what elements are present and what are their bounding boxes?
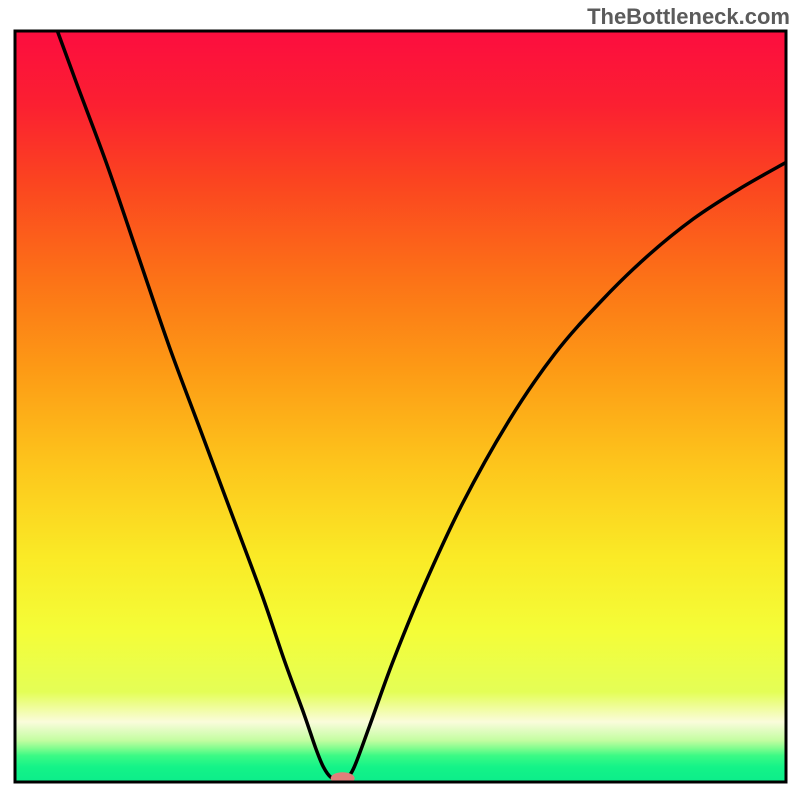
watermark-text: TheBottleneck.com: [587, 4, 790, 30]
bottleneck-chart: [0, 0, 800, 800]
chart-background: [15, 31, 786, 782]
